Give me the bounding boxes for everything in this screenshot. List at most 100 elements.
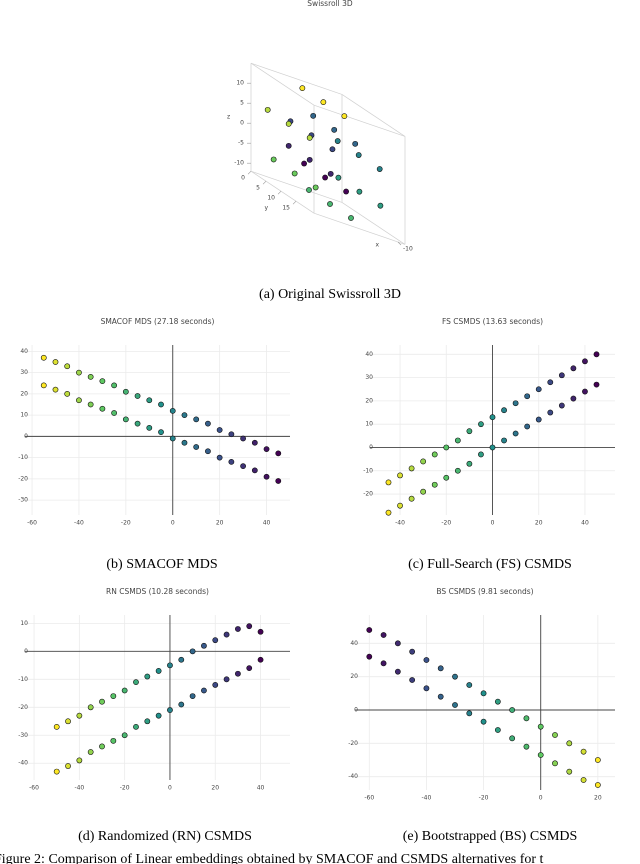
point (327, 170, 334, 177)
y-tick-label: 20 (20, 390, 28, 397)
point (285, 120, 292, 127)
point (146, 397, 153, 404)
point (263, 446, 270, 453)
point (509, 707, 516, 713)
point (352, 140, 359, 147)
point (494, 698, 501, 705)
point (558, 372, 565, 379)
y-tick-label: -40 (18, 760, 28, 767)
y-tick-label: 20 (350, 673, 358, 680)
point (201, 687, 207, 694)
point (133, 723, 139, 730)
caption: (b) SMACOF MDS (106, 557, 217, 572)
point (420, 488, 427, 495)
point (110, 693, 117, 700)
y-tick-label: -10 (18, 676, 28, 683)
y-tick-label: -20 (363, 491, 373, 498)
point (134, 393, 141, 399)
z-tick-label: 10 (236, 80, 244, 87)
box-edge (313, 104, 406, 137)
point (76, 369, 82, 376)
y-tick-label: -20 (18, 704, 28, 711)
caption: (c) Full-Search (FS) CSMDS (408, 557, 572, 572)
point (431, 451, 438, 458)
point (205, 420, 211, 427)
point (431, 481, 438, 488)
point (178, 701, 185, 708)
point (466, 682, 473, 688)
y-tick-label: 0 (241, 175, 245, 182)
point (466, 710, 473, 717)
x-tick-label: 0 (171, 520, 175, 527)
point (99, 405, 106, 412)
box-edge (250, 170, 315, 214)
point (366, 653, 373, 660)
point (394, 640, 401, 647)
point (275, 450, 282, 457)
y-tick-label: 40 (20, 348, 28, 355)
point (181, 439, 188, 446)
x-tick-label: -20 (120, 785, 130, 792)
point (341, 113, 348, 120)
point (178, 656, 185, 663)
y-tick-label: -10 (363, 467, 373, 474)
point (235, 626, 241, 632)
z-tick-label: 0 (240, 120, 244, 127)
point (52, 386, 59, 393)
z-tick-label: 5 (240, 100, 244, 107)
chart-title: SMACOF MDS (27.18 seconds) (101, 317, 215, 326)
point (270, 156, 277, 163)
point (285, 142, 292, 149)
point (53, 723, 60, 730)
point (40, 354, 47, 361)
box-edge (341, 202, 406, 245)
point (228, 431, 235, 438)
y-tick-label: -30 (18, 732, 28, 739)
point (423, 685, 430, 692)
y-tick-label: -20 (18, 475, 28, 482)
point (320, 99, 327, 106)
x-tick-label: -60 (364, 795, 374, 802)
point (512, 400, 519, 407)
point (216, 454, 223, 461)
point (558, 402, 565, 409)
x-axis-label: x (376, 241, 380, 248)
point (155, 668, 162, 674)
point (133, 679, 139, 686)
x-tick-label: 20 (535, 520, 543, 527)
point (480, 718, 487, 725)
point (478, 421, 484, 428)
point (212, 682, 219, 688)
point (65, 718, 71, 725)
y-tick-label: 5 (256, 185, 260, 192)
point (146, 424, 153, 431)
box-edge (250, 62, 343, 95)
point (356, 188, 363, 195)
point (437, 693, 444, 700)
point (580, 748, 587, 755)
y-axis-label: y (265, 205, 269, 212)
point (334, 138, 341, 144)
tick-mark (262, 180, 267, 185)
point (201, 642, 207, 649)
x-tick-label: -40 (74, 520, 84, 527)
x-tick-label: 40 (581, 520, 589, 527)
x-tick-label: 0 (539, 795, 543, 802)
box-edge (250, 62, 315, 106)
y-tick-label: 30 (365, 374, 373, 381)
point (566, 768, 573, 775)
point (348, 215, 354, 221)
point (110, 737, 117, 744)
x-tick-label: 0 (491, 520, 495, 527)
x-tick-label: 0 (168, 785, 172, 792)
point (397, 472, 403, 479)
y-tick-label: 10 (20, 620, 28, 627)
point (53, 768, 60, 775)
point (264, 106, 271, 113)
point (64, 363, 71, 370)
point (312, 184, 319, 191)
point (40, 382, 47, 389)
point (306, 134, 313, 141)
point (570, 365, 577, 372)
